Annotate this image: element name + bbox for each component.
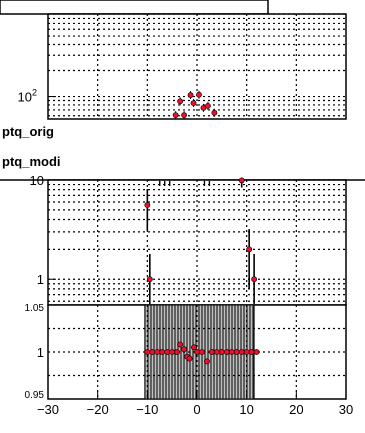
ratio-x-tick-label: −30 xyxy=(37,402,59,417)
orig-data-point xyxy=(190,100,197,106)
orig-y-tick-labels: 10 2 xyxy=(18,88,56,105)
ratio-y-tick-label: 1.05 xyxy=(25,303,45,314)
ratio-data-point xyxy=(174,349,181,355)
ratio-data-point xyxy=(218,349,225,355)
modi-y-tick-labels: 10 1 xyxy=(30,173,56,287)
ratio-data-point xyxy=(199,349,205,355)
ratio-data-point xyxy=(243,349,250,355)
ratio-x-tick-label: 20 xyxy=(289,402,303,417)
orig-data-point xyxy=(187,92,194,98)
modi-data-point xyxy=(146,276,153,283)
modi-plot-panel: 10 1 xyxy=(30,173,347,306)
ratio-data-point xyxy=(194,349,200,355)
ratio-data-point xyxy=(181,346,187,353)
ratio-x-tick-label: 10 xyxy=(239,402,253,417)
ratio-data-point xyxy=(223,349,230,355)
orig-data-point xyxy=(211,109,218,116)
orig-data-point xyxy=(172,112,179,119)
ratio-data-point xyxy=(149,349,156,355)
orig-y-tick-exponent: 2 xyxy=(32,88,37,98)
modi-data-point xyxy=(246,246,253,253)
modi-points xyxy=(144,177,258,304)
orig-data-point xyxy=(196,91,202,98)
ratio-y-tick-label: 0.95 xyxy=(25,390,45,401)
ratio-data-point xyxy=(144,349,151,355)
modi-data-point xyxy=(238,177,245,184)
ratio-x-tick-label: −20 xyxy=(87,402,109,417)
ratio-data-point xyxy=(164,349,171,355)
modi-y-tick-label: 1 xyxy=(37,272,44,287)
ratio-x-tick-label: 30 xyxy=(339,402,353,417)
ratio-data-point xyxy=(213,349,220,355)
ratio-data-point xyxy=(238,349,245,355)
stats-box xyxy=(0,0,269,15)
ratio-data-point xyxy=(177,341,184,348)
orig-data-point xyxy=(177,98,184,105)
ratio-plot-panel: 1.05 1 0.95 −30 −20 −10 0 10 20 30 xyxy=(25,303,354,417)
ratio-data-point xyxy=(159,349,166,355)
ratio-data-point xyxy=(248,349,255,355)
ratio-data-point xyxy=(253,349,260,355)
ratio-x-tick-label: 0 xyxy=(193,402,200,417)
ratio-data-point xyxy=(169,349,176,355)
orig-points xyxy=(172,90,218,120)
ratio-y-tick-label: 1 xyxy=(37,345,44,360)
orig-plot-frame xyxy=(47,13,347,120)
modi-data-point xyxy=(144,202,151,208)
orig-plot-panel: 10 2 xyxy=(18,13,347,120)
ratio-x-tick-labels: −30 −20 −10 0 10 20 30 xyxy=(37,391,353,417)
ratio-x-tick-label: −10 xyxy=(136,402,158,417)
modi-hist-label: ptq_modi xyxy=(2,154,61,169)
ratio-data-point xyxy=(208,349,215,355)
ratio-points xyxy=(144,341,260,365)
ratio-data-point xyxy=(204,358,210,365)
modi-y-tick-label: 10 xyxy=(30,173,44,188)
orig-data-point xyxy=(181,112,187,119)
ratio-data-point xyxy=(228,349,235,355)
ratio-data-point xyxy=(186,355,193,362)
orig-hist-label: ptq_orig xyxy=(2,124,54,139)
ratio-data-point xyxy=(233,349,240,355)
ratio-y-tick-labels: 1.05 1 0.95 xyxy=(25,303,45,401)
modi-data-point xyxy=(251,276,258,283)
ratio-data-point xyxy=(154,349,161,355)
orig-y-tick-label: 10 xyxy=(18,90,32,105)
orig-data-point xyxy=(205,102,211,109)
ratio-data-point xyxy=(191,344,197,351)
